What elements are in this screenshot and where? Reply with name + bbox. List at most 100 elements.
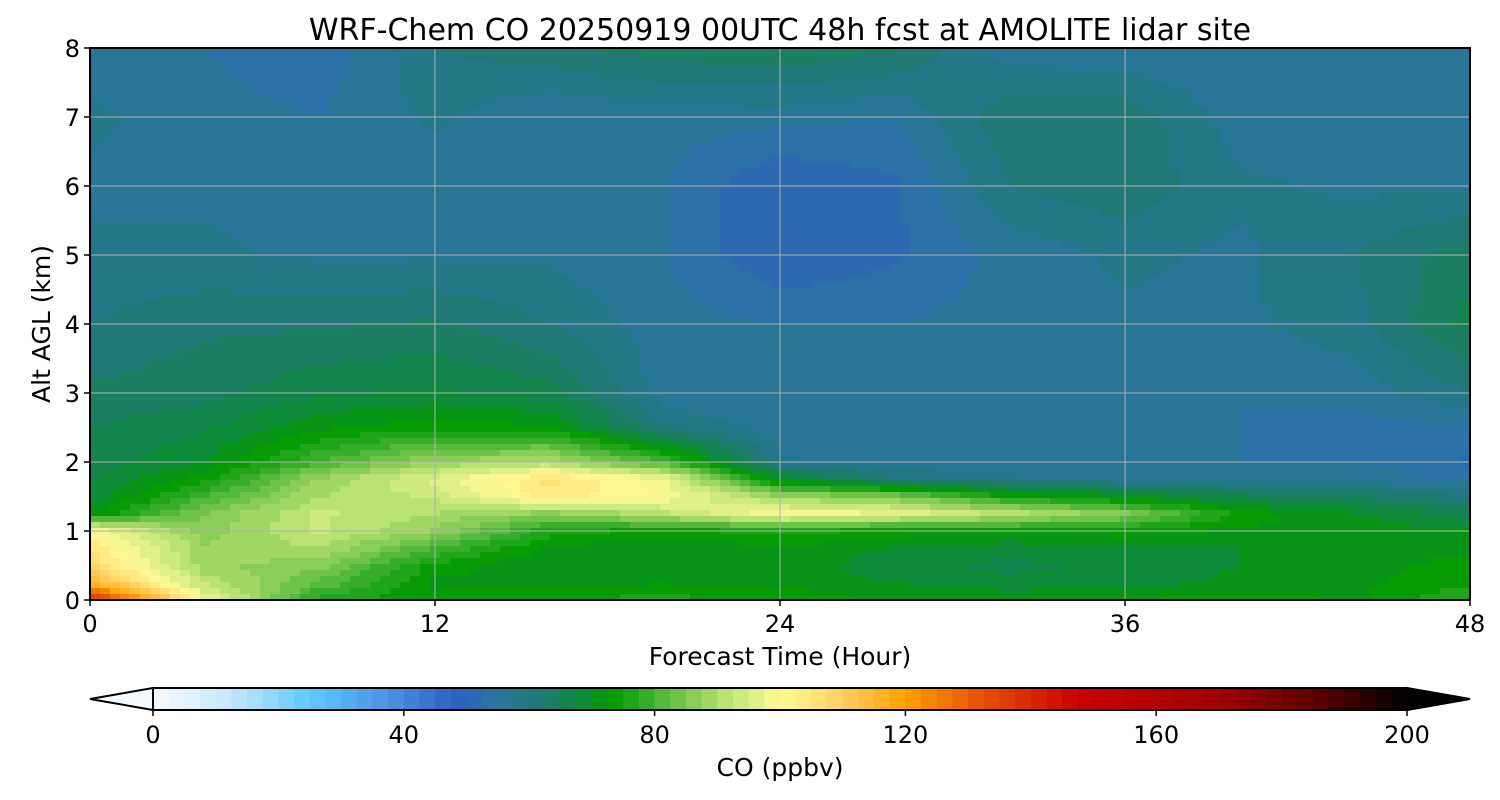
contour-cell (720, 240, 731, 247)
contour-cell (210, 90, 221, 97)
contour-cell (300, 204, 311, 211)
contour-cell (660, 60, 671, 67)
contour-cell (1160, 210, 1171, 217)
contour-cell (920, 186, 931, 193)
contour-cell (1330, 150, 1341, 157)
contour-cell (780, 162, 791, 169)
contour-cell (1410, 210, 1421, 217)
contour-cell (290, 132, 301, 139)
contour-cell (890, 198, 901, 205)
contour-cell (680, 90, 691, 97)
contour-cell (1410, 84, 1421, 91)
contour-cell (530, 234, 541, 241)
contour-cell (1400, 60, 1411, 67)
contour-cell (160, 120, 171, 127)
contour-cell (1090, 90, 1101, 97)
contour-cell (160, 240, 171, 247)
contour-cell (850, 192, 861, 199)
contour-cell (1220, 216, 1231, 223)
contour-cell (410, 132, 421, 139)
contour-cell (1020, 234, 1031, 241)
contour-cell (320, 72, 331, 79)
contour-cell (740, 162, 751, 169)
contour-cell (400, 240, 411, 247)
contour-cell (470, 144, 481, 151)
contour-cell (270, 210, 281, 217)
contour-cell (1250, 234, 1261, 241)
contour-cell (550, 162, 561, 169)
contour-cell (410, 180, 421, 187)
contour-cell (240, 240, 251, 247)
contour-cell (770, 96, 781, 103)
contour-cell (310, 48, 321, 55)
contour-cell (830, 150, 841, 157)
contour-cell (750, 228, 761, 235)
contour-cell (470, 204, 481, 211)
contour-cell (860, 66, 871, 73)
contour-cell (1150, 258, 1161, 265)
contour-cell (950, 132, 961, 139)
contour-cell (590, 48, 601, 55)
contour-cell (310, 90, 321, 97)
contour-cell (740, 120, 751, 127)
contour-cell (220, 228, 231, 235)
contour-cell (1100, 108, 1111, 115)
contour-cell (500, 66, 511, 73)
contour-cell (350, 168, 361, 175)
contour-cell (400, 186, 411, 193)
contour-cell (1070, 246, 1081, 253)
contour-cell (1380, 246, 1391, 253)
contour-cell (310, 72, 321, 79)
contour-cell (750, 102, 761, 109)
contour-cell (300, 210, 311, 217)
contour-cell (1370, 198, 1381, 205)
contour-cell (330, 66, 341, 73)
contour-cell (950, 180, 961, 187)
contour-cell (1150, 240, 1161, 247)
contour-cell (520, 180, 531, 187)
contour-cell (290, 216, 301, 223)
contour-cell (1380, 186, 1391, 193)
contour-cell (630, 84, 641, 91)
contour-cell (1170, 66, 1181, 73)
contour-cell (170, 126, 181, 133)
contour-cell (1330, 84, 1341, 91)
contour-cell (830, 60, 841, 67)
contour-cell (1340, 234, 1351, 241)
contour-cell (410, 126, 421, 133)
contour-cell (1260, 204, 1271, 211)
contour-cell (120, 126, 131, 133)
contour-cell (630, 132, 641, 139)
contour-cell (950, 222, 961, 229)
contour-cell (860, 258, 871, 265)
contour-cell (450, 240, 461, 247)
contour-cell (920, 72, 931, 79)
contour-cell (800, 90, 811, 97)
contour-cell (870, 156, 881, 163)
contour-cell (1420, 198, 1431, 205)
contour-cell (1140, 168, 1151, 175)
contour-cell (770, 144, 781, 151)
contour-cell (280, 108, 291, 115)
contour-cell (400, 162, 411, 169)
contour-cell (780, 120, 791, 127)
contour-cell (820, 108, 831, 115)
contour-cell (820, 216, 831, 223)
contour-cell (930, 216, 941, 223)
contour-cell (590, 78, 601, 85)
contour-cell (1460, 84, 1471, 91)
contour-cell (900, 78, 911, 85)
contour-cell (980, 84, 991, 91)
contour-cell (320, 192, 331, 199)
contour-cell (1160, 198, 1171, 205)
contour-cell (1450, 84, 1461, 91)
contour-cell (1020, 120, 1031, 127)
contour-cell (700, 126, 711, 133)
contour-cell (770, 138, 781, 145)
contour-cell (200, 96, 211, 103)
contour-cell (780, 168, 791, 175)
contour-cell (920, 174, 931, 181)
contour-cell (1240, 126, 1251, 133)
contour-cell (710, 90, 721, 97)
contour-cell (940, 48, 951, 55)
